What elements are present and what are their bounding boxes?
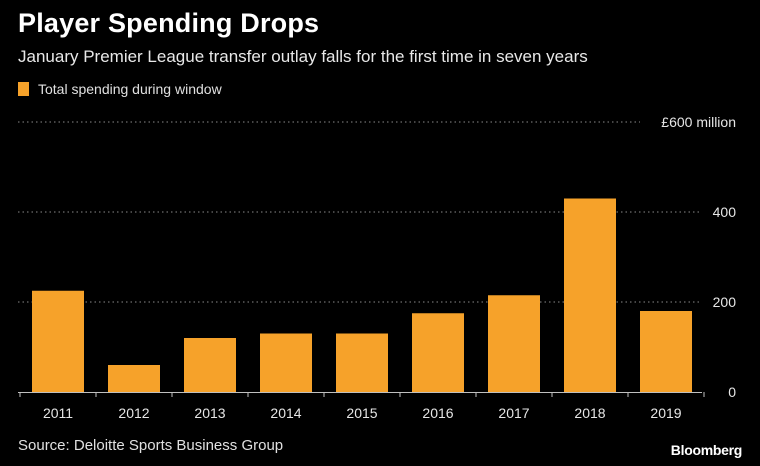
y-tick-label: 400 bbox=[713, 204, 737, 220]
legend-label: Total spending during window bbox=[38, 81, 222, 97]
legend-swatch bbox=[18, 82, 29, 96]
x-tick-label: 2016 bbox=[422, 405, 453, 421]
bar-2012 bbox=[108, 365, 160, 392]
x-tick-label: 2018 bbox=[574, 405, 605, 421]
legend: Total spending during window bbox=[18, 81, 222, 97]
x-tick-label: 2013 bbox=[194, 405, 225, 421]
y-tick-label: £600 million bbox=[661, 114, 736, 130]
bar-2016 bbox=[412, 313, 464, 392]
bar-2019 bbox=[640, 311, 692, 392]
y-tick-label: 200 bbox=[713, 294, 737, 310]
bar-2018 bbox=[564, 198, 616, 392]
chart-subtitle: January Premier League transfer outlay f… bbox=[18, 47, 588, 66]
x-tick-label: 2017 bbox=[498, 405, 529, 421]
x-tick-label: 2014 bbox=[270, 405, 301, 421]
x-tick-label: 2015 bbox=[346, 405, 377, 421]
y-tick-label: 0 bbox=[728, 384, 736, 400]
bar-2017 bbox=[488, 295, 540, 392]
source-note: Source: Deloitte Sports Business Group bbox=[18, 437, 284, 454]
bar-2011 bbox=[32, 290, 84, 392]
bar-2013 bbox=[184, 338, 236, 392]
brand-logo: Bloomberg bbox=[670, 442, 743, 458]
x-tick-label: 2012 bbox=[118, 405, 149, 421]
x-tick-label: 2011 bbox=[43, 405, 73, 421]
x-tick-label: 2019 bbox=[650, 405, 681, 421]
chart-title: Player Spending Drops bbox=[18, 8, 320, 38]
bar-2014 bbox=[260, 333, 312, 392]
bar-2015 bbox=[336, 333, 388, 392]
